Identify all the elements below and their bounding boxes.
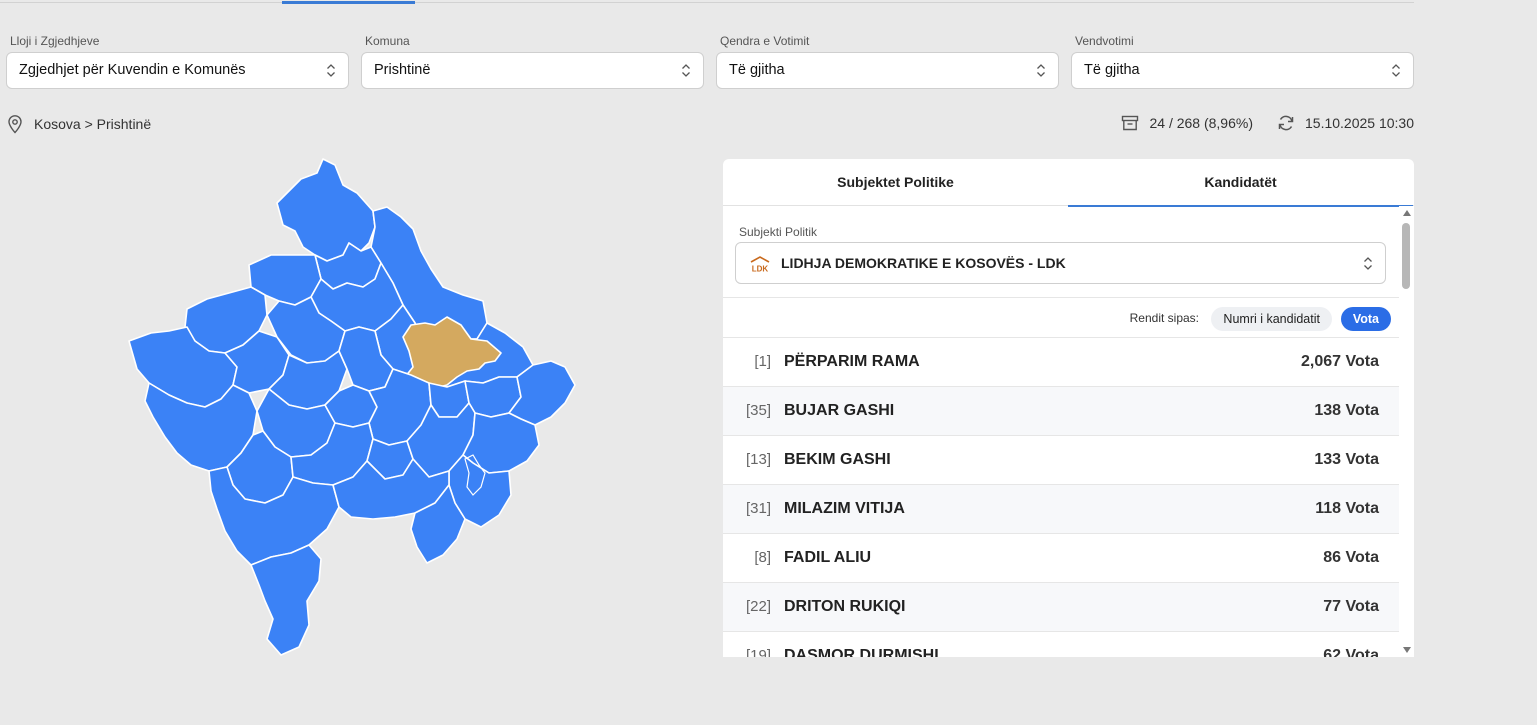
svg-text:LDK: LDK [752,265,769,274]
sort-bar: Rendit sipas: Numri i kandidatit Vota [723,297,1399,338]
scroll-down-arrow-icon[interactable] [1403,647,1411,653]
stats: 24 / 268 (8,96%) 15.10.2025 10:30 [1121,114,1414,132]
municipality-select[interactable]: Prishtinë [361,52,704,89]
sort-label: Rendit sipas: [1129,311,1199,325]
filter-polling-station: Vendvotimi Të gjitha [1071,34,1414,89]
last-updated-text: 15.10.2025 10:30 [1305,115,1414,131]
municipality-kamenice[interactable] [508,360,576,426]
candidate-number: [19] [745,647,771,657]
candidate-number: [31] [745,500,771,517]
select-value: Prishtinë [374,62,431,78]
party-name: LIDHJA DEMOKRATIKE E KOSOVËS - LDK [781,255,1066,271]
scrollbar[interactable] [1399,206,1414,657]
election-type-select[interactable]: Zgjedhjet për Kuvendin e Komunës [6,52,349,89]
candidate-name: FADIL ALIU [784,549,872,566]
stations-counted-text: 24 / 268 (8,96%) [1149,115,1253,131]
candidate-name: BEKIM GASHI [784,451,891,468]
results-tabs: Subjektet Politike Kandidatët [723,159,1414,207]
candidate-number: [8] [754,549,771,566]
lake-outline [464,454,486,496]
chevron-updown-icon [1037,64,1045,77]
candidate-votes: 118 Vota [1315,500,1379,517]
candidate-row[interactable]: [8] FADIL ALIU 86 Vota [723,534,1399,583]
ldk-logo: LDK [750,256,770,274]
candidate-number: [22] [745,598,771,615]
municipality-kacanik[interactable] [410,484,466,564]
candidate-name: PËRPARIM RAMA [784,353,920,370]
breadcrumb: Kosova > Prishtinë [6,114,151,134]
party-select-label: Subjekti Politik [739,225,818,239]
candidate-votes: 62 Vota [1323,647,1379,657]
party-select[interactable]: LDK LIDHJA DEMOKRATIKE E KOSOVËS - LDK [735,242,1386,284]
filter-label: Komuna [365,34,410,48]
active-nav-indicator [282,1,415,4]
meta-row: Kosova > Prishtinë 24 / 268 (8,96%) 15.1… [6,114,1414,136]
candidate-row[interactable]: [22] DRITON RUKIQI 77 Vota [723,583,1399,632]
candidate-name: BUJAR GASHI [784,402,895,419]
municipality-prishtine[interactable] [402,316,502,394]
candidate-votes: 133 Vota [1314,451,1379,468]
municipality-shterpce[interactable] [332,458,450,520]
filter-label: Vendvotimi [1075,34,1134,48]
ballot-box-icon [1122,115,1139,131]
refresh-icon[interactable] [1277,114,1295,132]
municipality-dragash[interactable] [250,544,322,656]
location-pin-icon [8,115,22,134]
tab-candidates[interactable]: Kandidatët [1068,159,1413,207]
filter-label: Lloji i Zgjedhjeve [10,34,100,48]
filter-polling-center: Qendra e Votimit Të gjitha [716,34,1059,89]
candidate-number: [1] [754,353,771,370]
filter-label: Qendra e Votimit [720,34,810,48]
candidate-row[interactable]: [31] MILAZIM VITIJA 118 Vota [723,485,1399,534]
candidate-votes: 86 Vota [1323,549,1379,566]
candidate-row[interactable]: [1] PËRPARIM RAMA 2,067 Vota [723,338,1399,387]
breadcrumb-text[interactable]: Kosova > Prishtinë [34,116,152,132]
chevron-updown-icon [327,64,335,77]
candidate-name: DASMOR DURMISHI [784,647,939,657]
polling-center-select[interactable]: Të gjitha [716,52,1059,89]
filter-election-type: Lloji i Zgjedhjeve Zgjedhjet për Kuvendi… [6,34,349,89]
top-divider [0,2,1414,3]
results-panel: Subjektet Politike Kandidatët Subjekti P… [723,159,1414,657]
select-value: Zgjedhjet për Kuvendin e Komunës [19,62,246,78]
candidate-votes: 2,067 Vota [1301,353,1379,370]
stations-counted: 24 / 268 (8,96%) [1121,115,1253,131]
candidate-number: [35] [745,402,771,419]
filter-municipality: Komuna Prishtinë [361,34,704,89]
candidate-votes: 77 Vota [1323,598,1379,615]
select-value: Të gjitha [729,62,785,78]
filter-bar: Lloji i Zgjedhjeve Zgjedhjet për Kuvendi… [6,34,1414,92]
chevron-updown-icon [1392,64,1400,77]
candidate-name: DRITON RUKIQI [784,598,906,615]
candidate-name: MILAZIM VITIJA [784,500,905,517]
candidate-row[interactable]: [19] DASMOR DURMISHI 62 Vota [723,632,1399,657]
select-value: Të gjitha [1084,62,1140,78]
candidate-row[interactable]: [35] BUJAR GASHI 138 Vota [723,387,1399,436]
candidate-number: [13] [745,451,771,468]
sort-by-votes-button[interactable]: Vota [1340,307,1391,331]
candidate-row[interactable]: [13] BEKIM GASHI 133 Vota [723,436,1399,485]
municipality-prizren[interactable] [208,466,340,566]
tab-political-subjects[interactable]: Subjektet Politike [837,174,954,190]
sort-by-number-button[interactable]: Numri i kandidatit [1211,307,1332,331]
municipality-zubin-potok[interactable] [276,158,376,262]
kosovo-map [128,158,576,656]
scroll-up-arrow-icon[interactable] [1403,210,1411,216]
candidate-list: [1] PËRPARIM RAMA 2,067 Vota [35] BUJAR GASH… [723,338,1399,657]
candidate-votes: 138 Vota [1314,402,1379,419]
chevron-updown-icon [682,64,690,77]
last-updated: 15.10.2025 10:30 [1277,114,1414,132]
chevron-updown-icon [1364,257,1372,270]
scrollbar-thumb[interactable] [1402,223,1410,289]
polling-station-select[interactable]: Të gjitha [1071,52,1414,89]
